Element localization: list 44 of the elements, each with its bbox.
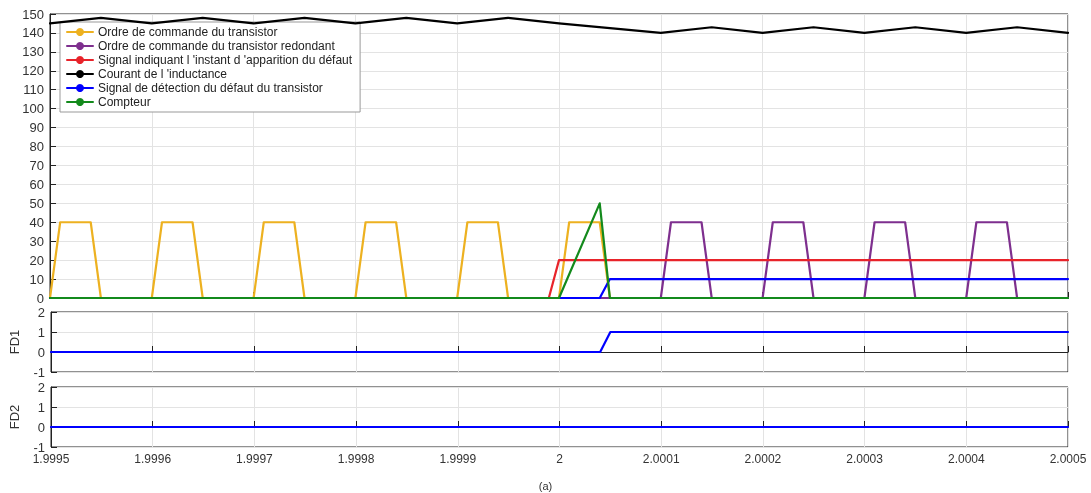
x-tick-label: 1.9995 (32, 452, 70, 466)
x-tick-label: 2 (556, 452, 564, 466)
text: (a) (538, 479, 553, 492)
x-tick-label: 2.0005 (1049, 452, 1087, 466)
y-tick-label: 2 (37, 379, 45, 395)
y-tick-label: 10 (29, 271, 44, 287)
y-tick-label: 30 (29, 233, 44, 249)
y-tick-label: 130 (22, 44, 44, 60)
y-tick-label: 0 (37, 419, 45, 435)
y-tick-label: 2 (37, 304, 45, 320)
legend-label: Ordre de commande du transistor (98, 25, 278, 39)
y-tick-label: 110 (23, 82, 44, 98)
y-axis-title: FD1 (7, 329, 22, 355)
x-tick-label: 2.0001 (642, 452, 680, 466)
y-tick-label: 150 (22, 6, 44, 22)
x-tick-label: 1.9999 (439, 452, 477, 466)
legend-label: Courant de l 'inductance (98, 67, 228, 81)
legend-label: Signal de détection du défaut du transistor (98, 81, 323, 95)
y-tick-label: 100 (22, 101, 44, 117)
y-tick-label: 70 (29, 157, 44, 173)
y-tick-label: 40 (29, 214, 44, 230)
y-tick-label: 60 (29, 176, 44, 192)
y-tick-label: 0 (37, 344, 45, 360)
legend-label: Ordre de commande du transistor redondant (98, 39, 336, 53)
x-tick-label: 1.9996 (134, 452, 172, 466)
y-tick-label: 1 (37, 324, 45, 340)
y-tick-label: -1 (33, 439, 45, 455)
x-tick-label: 2.0002 (744, 452, 782, 466)
y-tick-label: 80 (29, 139, 44, 155)
y-tick-label: 90 (29, 120, 44, 136)
legend-label: Signal indiquant l 'instant d 'apparition du défaut (98, 53, 353, 67)
y-tick-label: 140 (22, 25, 44, 41)
y-tick-label: 120 (22, 63, 44, 79)
legend-label: Compteur (98, 95, 151, 109)
x-tick-label: 2.0004 (947, 452, 985, 466)
y-tick-label: -1 (33, 364, 45, 380)
y-tick-label: 50 (29, 195, 44, 211)
x-tick-label: 1.9997 (236, 452, 274, 466)
y-tick-label: 0 (36, 290, 44, 306)
y-tick-label: 20 (29, 252, 44, 268)
y-tick-label: 1 (37, 399, 45, 415)
x-tick-label: 2.0003 (846, 452, 884, 466)
x-tick-label: 1.9998 (337, 452, 375, 466)
y-axis-title: FD2 (7, 404, 22, 430)
